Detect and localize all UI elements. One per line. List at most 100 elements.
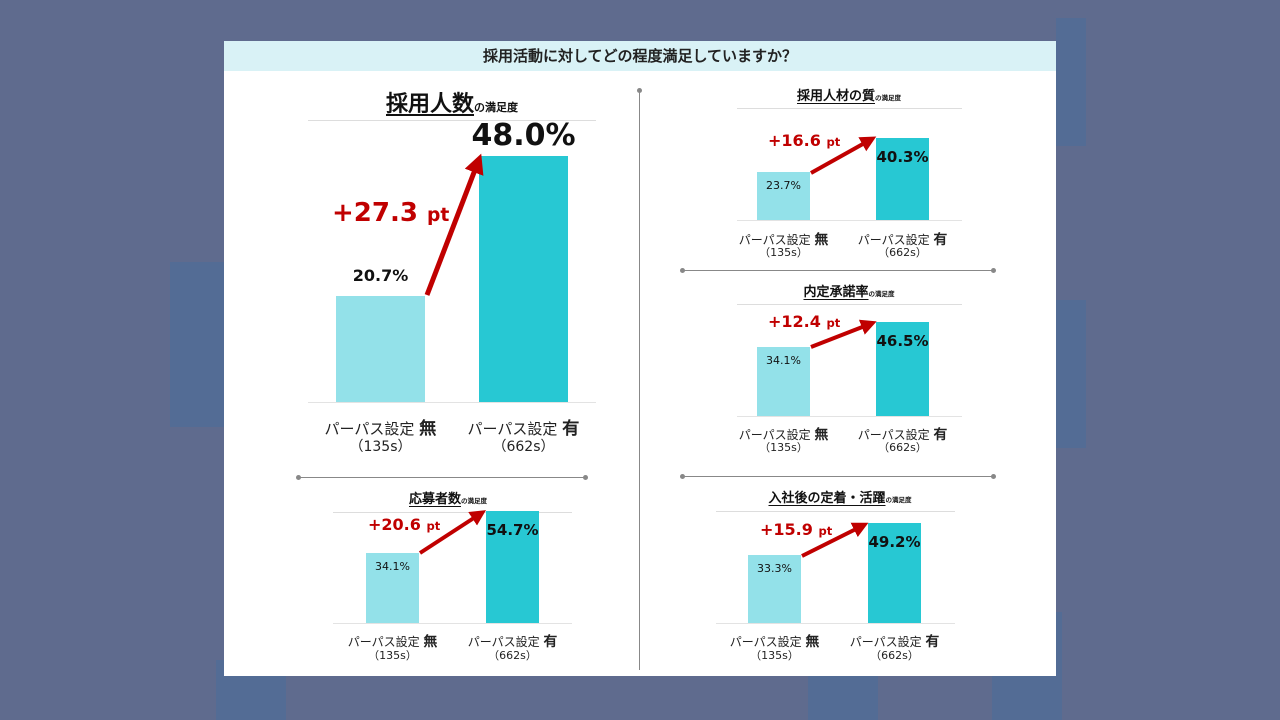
chart-title: 採用人数の満足度 (386, 86, 518, 118)
category-prefix: パーパス設定 (849, 635, 926, 649)
bar-without-purpose (757, 171, 810, 220)
category-prefix: パーパス設定 (729, 635, 806, 649)
value-label: 34.1% (375, 560, 410, 574)
delta-value: +12.4 (768, 312, 821, 331)
horizontal-divider (299, 477, 585, 478)
sample-size: （662s） (870, 649, 919, 662)
bar-without-purpose (757, 346, 810, 416)
delta-label: +27.3 pt (332, 198, 449, 228)
category-label: パーパス設定 無 (730, 630, 820, 650)
sample-size: （135s） (368, 649, 417, 662)
delta-unit: pt (818, 524, 833, 538)
background-blur (1056, 18, 1086, 146)
title-underline (308, 120, 596, 121)
background-blur (170, 262, 230, 427)
chart-title: 内定承諾率の満足度 (803, 281, 894, 300)
divider-dot (583, 475, 588, 480)
category-label: パーパス設定 無 (739, 423, 829, 443)
category-mark: 無 (419, 419, 437, 439)
category-label: パーパス設定 有 (858, 423, 948, 443)
category-prefix: パーパス設定 (467, 420, 563, 438)
sample-size: （662s） (492, 439, 555, 455)
category-mark: 無 (423, 634, 438, 650)
category-mark: 有 (933, 232, 948, 248)
chart-title: 応募者数の満足度 (409, 488, 487, 507)
delta-label: +20.6 pt (368, 515, 440, 534)
divider-dot (991, 474, 996, 479)
baseline (737, 220, 962, 221)
category-label: パーパス設定 有 (468, 630, 558, 650)
chart-title-suffix: の満足度 (461, 497, 488, 505)
category-prefix: パーパス設定 (347, 635, 424, 649)
delta-label: +15.9 pt (760, 520, 832, 539)
bar-with-purpose (479, 155, 568, 402)
chart-title-suffix: の満足度 (474, 101, 519, 114)
value-label: 48.0% (471, 117, 576, 153)
vertical-divider (639, 92, 640, 670)
chart-title-main: 採用人数 (385, 92, 475, 117)
sample-size: （135s） (349, 439, 412, 455)
bar-without-purpose (748, 555, 801, 623)
category-prefix: パーパス設定 (467, 635, 544, 649)
horizontal-divider (683, 270, 993, 271)
survey-question: 採用活動に対してどの程度満足していますか？ (224, 41, 1056, 71)
sample-size: （135s） (759, 246, 808, 259)
chart-title-main: 採用人材の質 (796, 89, 876, 104)
background-blur (1056, 300, 1086, 448)
category-mark: 無 (805, 634, 820, 650)
value-label: 23.7% (766, 178, 801, 192)
sample-size: （662s） (878, 246, 927, 259)
baseline (308, 402, 596, 403)
chart-title-suffix: の満足度 (885, 496, 912, 504)
divider-dot (991, 268, 996, 273)
category-label: パーパス設定 無 (325, 414, 437, 439)
divider-dot (680, 474, 685, 479)
category-prefix: パーパス設定 (738, 233, 815, 247)
background-blur (808, 676, 878, 720)
value-label: 34.1% (766, 353, 801, 367)
delta-label: +16.6 pt (768, 131, 840, 150)
sample-size: （135s） (750, 649, 799, 662)
category-label: パーパス設定 有 (468, 414, 580, 439)
bar-without-purpose (336, 295, 425, 402)
bar-with-purpose (868, 523, 921, 623)
sample-size: （662s） (878, 441, 927, 454)
category-mark: 有 (543, 634, 558, 650)
horizontal-divider (683, 476, 993, 477)
baseline (716, 623, 955, 624)
category-prefix: パーパス設定 (738, 428, 815, 442)
delta-unit: pt (426, 519, 441, 533)
category-mark: 有 (925, 634, 940, 650)
bar-with-purpose (486, 510, 539, 623)
chart-title-main: 応募者数 (408, 492, 462, 507)
category-prefix: パーパス設定 (324, 420, 420, 438)
divider-dot (296, 475, 301, 480)
category-label: パーパス設定 無 (348, 630, 438, 650)
chart-title-main: 内定承諾率 (803, 285, 869, 300)
value-label: 20.7% (352, 265, 409, 285)
bar-without-purpose (366, 553, 419, 623)
chart-title-suffix: の満足度 (875, 94, 902, 102)
value-label: 40.3% (876, 148, 929, 167)
title-underline (716, 511, 955, 512)
delta-value: +16.6 (768, 131, 821, 150)
bar-with-purpose (876, 321, 929, 416)
delta-value: +15.9 (760, 520, 813, 539)
value-label: 33.3% (757, 562, 792, 576)
chart-title-main: 入社後の定着・活躍 (768, 491, 886, 506)
category-mark: 無 (814, 232, 829, 248)
category-label: パーパス設定 無 (739, 228, 829, 248)
chart-title-suffix: の満足度 (868, 290, 895, 298)
divider-dot (680, 268, 685, 273)
sample-size: （135s） (759, 441, 808, 454)
category-prefix: パーパス設定 (857, 428, 934, 442)
divider-dot (637, 88, 642, 93)
category-label: パーパス設定 有 (858, 228, 948, 248)
title-underline (737, 304, 962, 305)
category-mark: 無 (814, 427, 829, 443)
chart-title: 採用人材の質の満足度 (797, 85, 901, 104)
category-label: パーパス設定 有 (850, 630, 940, 650)
delta-unit: pt (427, 205, 450, 226)
title-underline (737, 108, 962, 109)
delta-value: +27.3 (332, 198, 418, 228)
